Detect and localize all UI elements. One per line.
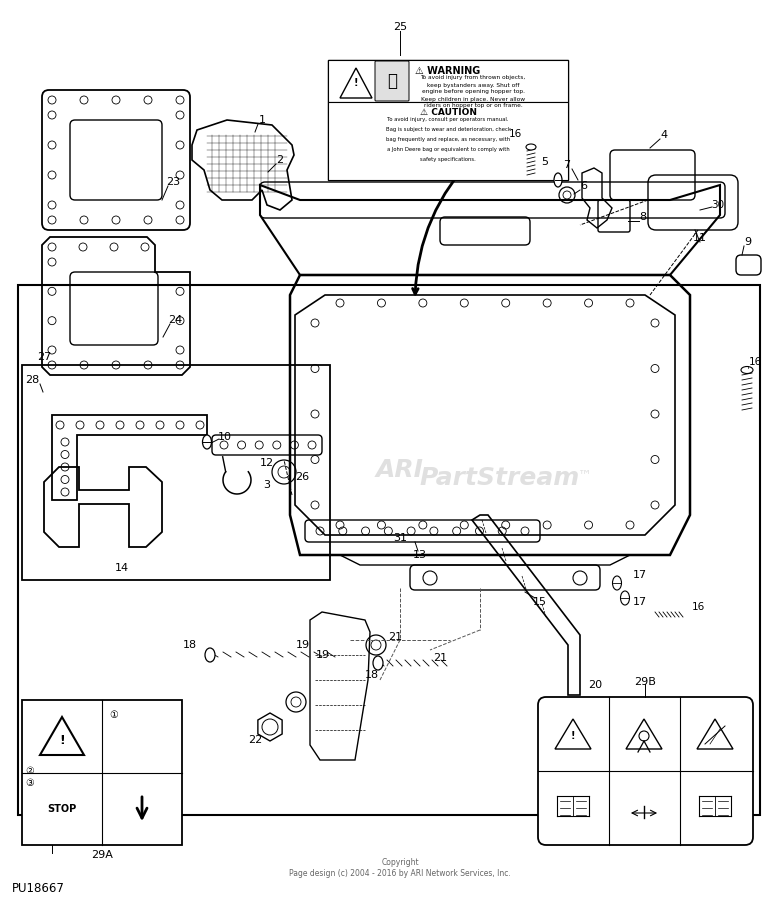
Text: Copyright
Page design (c) 2004 - 2016 by ARI Network Services, Inc.: Copyright Page design (c) 2004 - 2016 by… [289,858,511,878]
Text: riders on hopper top or on frame.: riders on hopper top or on frame. [424,104,523,108]
Ellipse shape [554,173,562,187]
Text: 27: 27 [37,352,51,362]
Text: 👤: 👤 [387,72,397,90]
Ellipse shape [526,144,536,150]
Text: 23: 23 [166,177,180,187]
Text: ③: ③ [26,778,34,788]
Text: 5: 5 [541,157,548,167]
Text: 18: 18 [183,640,197,650]
Text: 9: 9 [744,237,752,247]
Text: 21: 21 [433,653,447,663]
Text: 6: 6 [580,181,587,191]
Text: ①: ① [110,710,119,720]
Text: PU18667: PU18667 [12,882,65,895]
Text: 22: 22 [248,735,262,745]
Text: 3: 3 [264,480,271,490]
Ellipse shape [741,367,753,373]
Text: 7: 7 [563,160,570,170]
Text: 12: 12 [260,458,274,468]
Ellipse shape [205,648,215,662]
Text: 19: 19 [296,640,310,650]
Text: !: ! [571,731,576,741]
Text: a John Deere bag or equivalent to comply with: a John Deere bag or equivalent to comply… [387,147,509,153]
Bar [328,60,568,102]
Text: 17: 17 [633,570,647,580]
Text: 17: 17 [633,597,647,607]
Text: 1: 1 [258,115,265,125]
Text: ™: ™ [578,468,592,482]
Text: safety specifications.: safety specifications. [420,157,476,163]
Text: 26: 26 [295,472,309,482]
Text: 18: 18 [365,670,379,680]
Text: To avoid injury from thrown objects,: To avoid injury from thrown objects, [420,76,526,80]
Bar [328,102,568,180]
Text: 16: 16 [748,357,761,367]
Text: bag frequently and replace, as necessary, with: bag frequently and replace, as necessary… [386,137,510,143]
Text: 10: 10 [218,432,232,442]
Text: 20: 20 [588,680,602,690]
Text: 30: 30 [711,200,725,210]
Bar [18,285,760,815]
Text: !: ! [354,78,358,88]
Text: Keep children in place. Never allow: Keep children in place. Never allow [421,96,525,102]
FancyBboxPatch shape [375,61,409,101]
Text: To avoid injury, consult per operators manual.: To avoid injury, consult per operators m… [387,117,509,123]
Text: ARI: ARI [376,458,424,482]
Text: 15: 15 [533,597,547,607]
Text: ⚠ WARNING: ⚠ WARNING [416,66,480,76]
Text: keep bystanders away. Shut off: keep bystanders away. Shut off [427,83,519,87]
Text: Bag is subject to wear and deterioration, check: Bag is subject to wear and deterioration… [385,127,510,133]
Text: 29B: 29B [634,677,656,687]
Text: 24: 24 [168,315,182,325]
Text: ⚠ CAUTION: ⚠ CAUTION [420,107,477,116]
Bar [328,60,568,180]
Text: 11: 11 [693,233,707,243]
Text: 14: 14 [115,563,129,573]
Bar [22,365,330,580]
Text: ②: ② [26,766,34,776]
Text: 4: 4 [661,130,668,140]
Ellipse shape [203,435,211,449]
Bar [22,700,182,845]
Text: 28: 28 [25,375,39,385]
FancyBboxPatch shape [538,697,753,845]
Text: 19: 19 [316,650,330,660]
Text: 16: 16 [509,129,522,139]
Text: !: ! [59,734,65,747]
Ellipse shape [621,591,629,605]
Text: STOP: STOP [48,804,76,814]
Ellipse shape [373,656,383,670]
Text: 31: 31 [393,533,407,543]
Text: 21: 21 [388,632,402,642]
Text: engine before opening hopper top.: engine before opening hopper top. [421,89,524,95]
Ellipse shape [612,576,622,590]
Text: 25: 25 [393,22,407,32]
Text: 2: 2 [276,155,284,165]
Text: 13: 13 [413,550,427,560]
Text: 29A: 29A [91,850,113,860]
Text: PartStream: PartStream [420,466,580,490]
Text: 16: 16 [691,602,704,612]
Text: 8: 8 [640,212,647,222]
